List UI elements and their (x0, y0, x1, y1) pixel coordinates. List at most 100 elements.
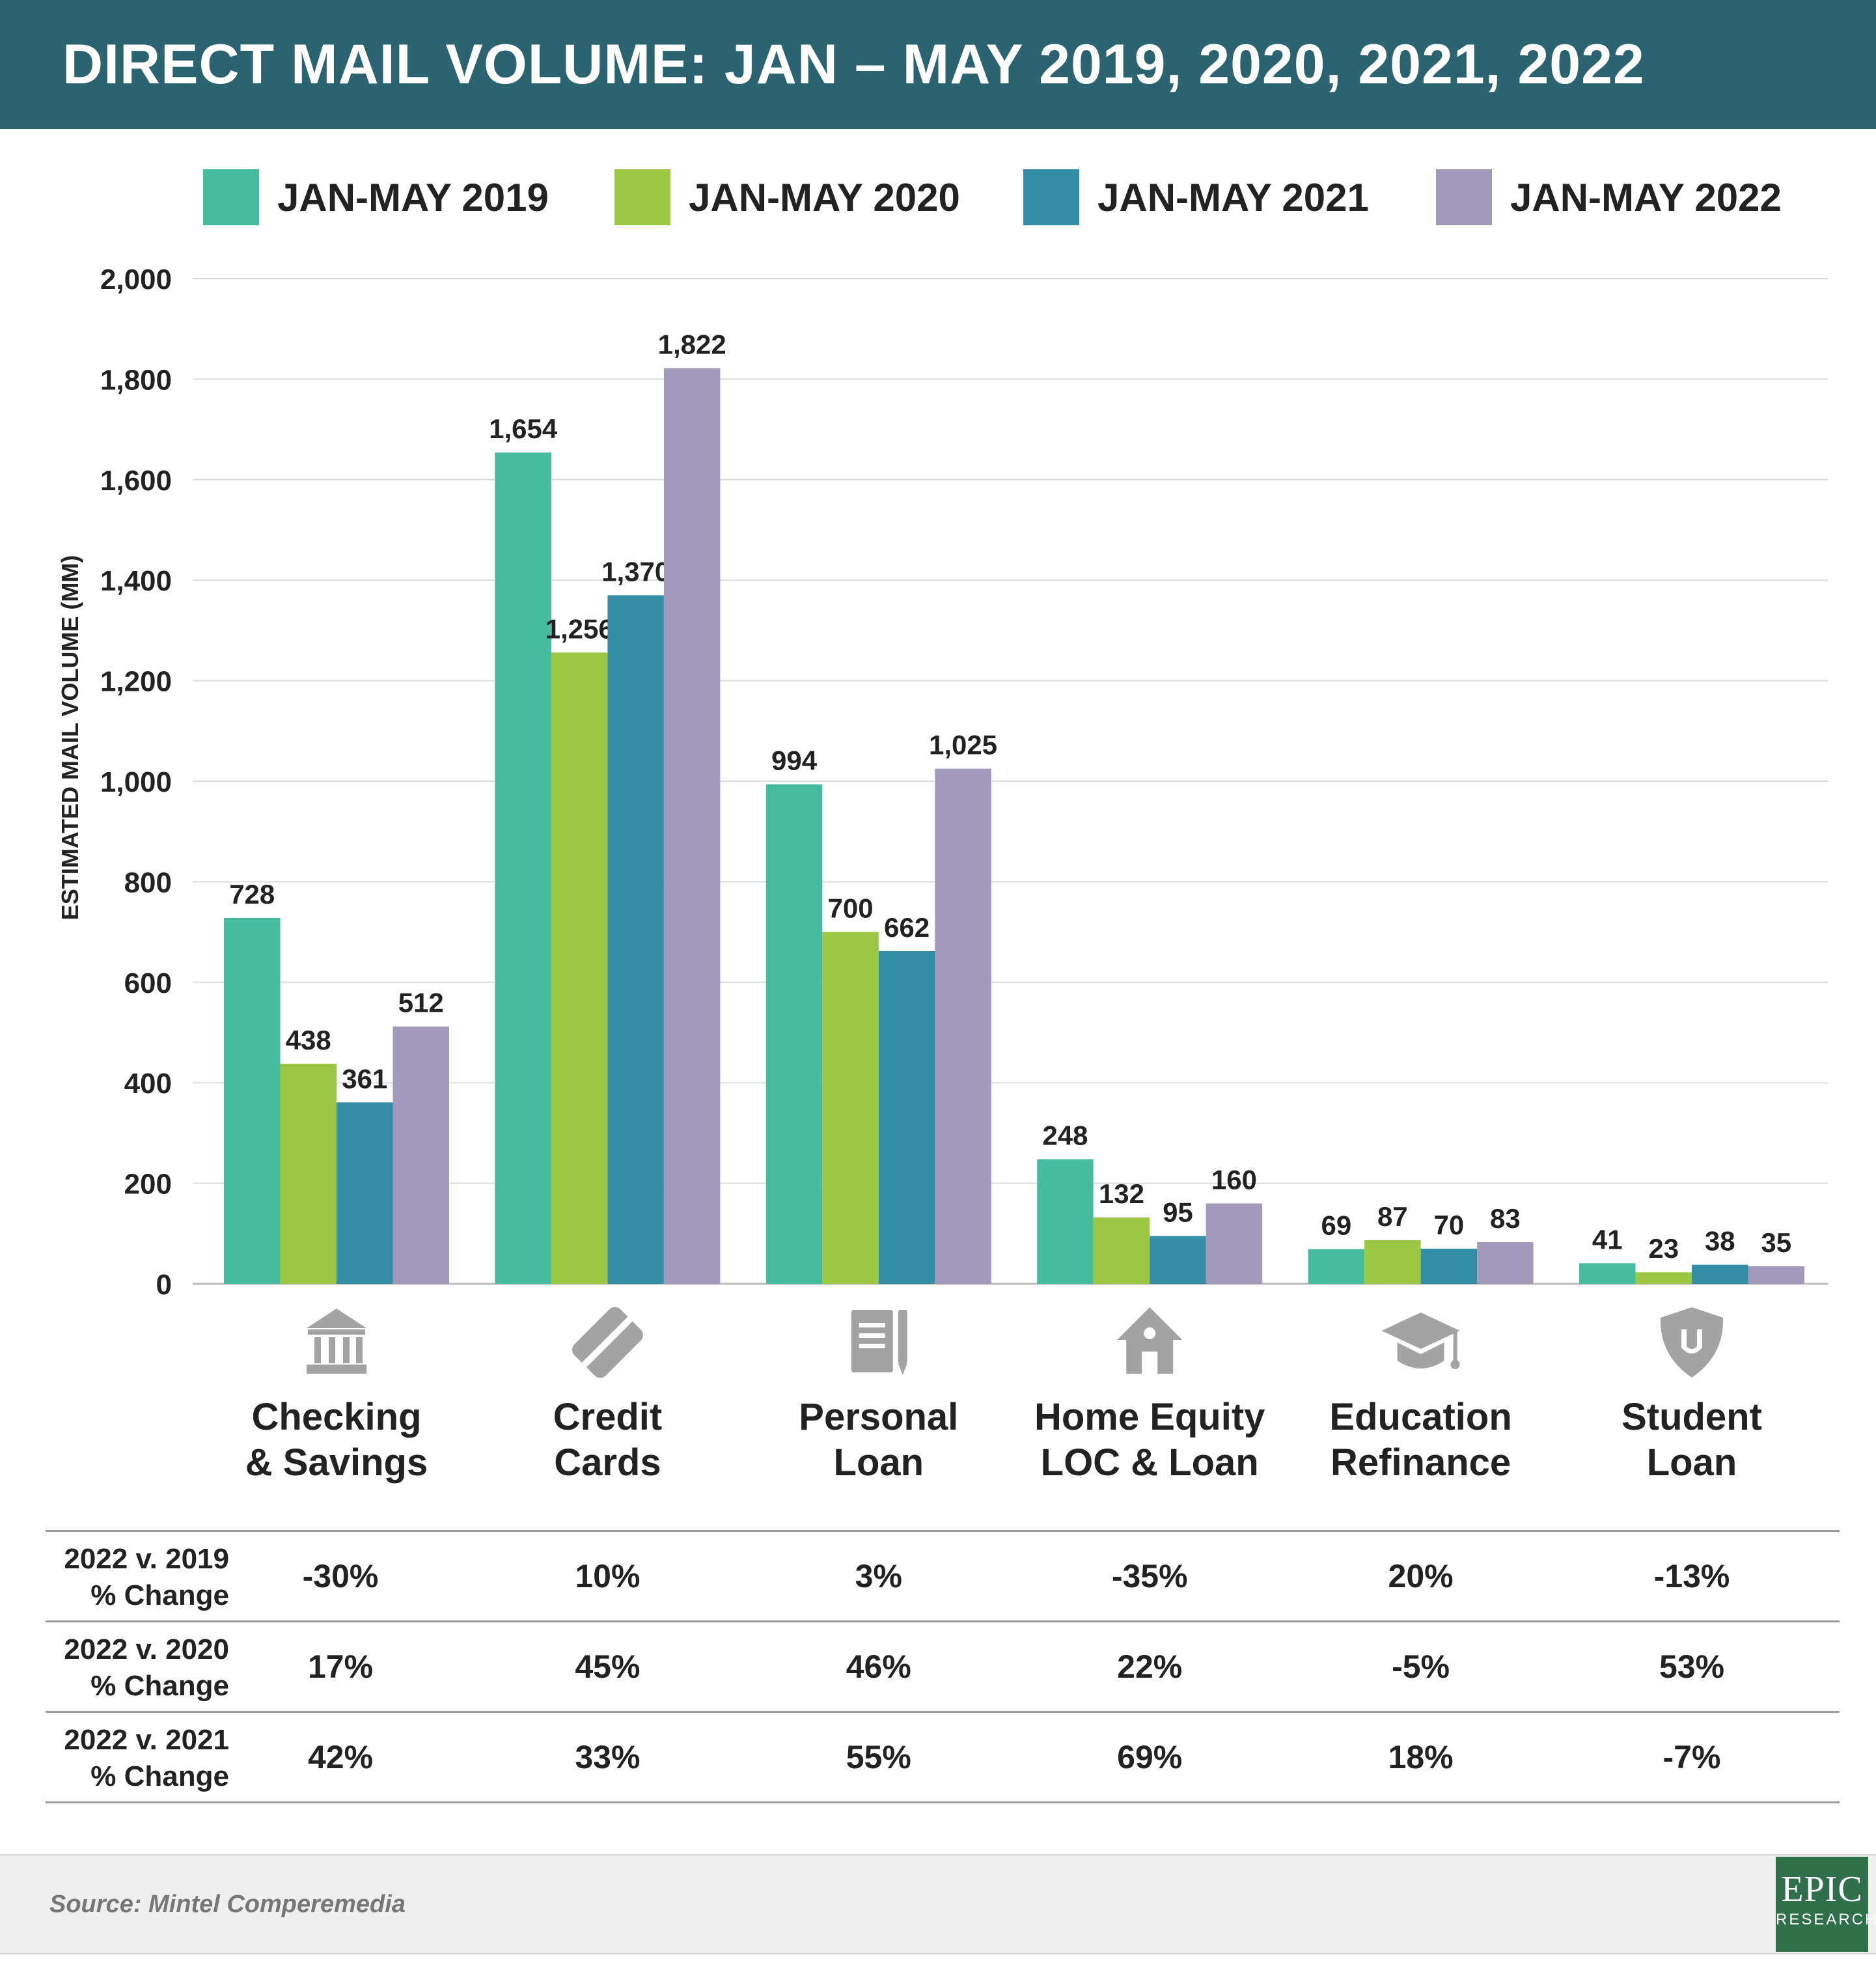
bar-chart: 0 200 400 600 800 1,000 1,200 1,400 1,600 1,800 2,… (57, 264, 1828, 1484)
row-label: 2022 v. 2019 % Change (46, 1541, 229, 1614)
y-tick-label: 400 (124, 1068, 172, 1100)
table-cell: 3% (855, 1558, 902, 1594)
data-label: 38 (1705, 1226, 1735, 1256)
data-label: 1,370 (601, 556, 670, 587)
bar-3-1 (766, 784, 823, 1284)
category-label: Student (1621, 1396, 1762, 1438)
category-label: & Savings (245, 1441, 428, 1484)
bar-6-4 (1748, 1266, 1804, 1284)
bank-icon (307, 1309, 366, 1374)
data-label: 512 (398, 988, 444, 1018)
data-label: 248 (1042, 1120, 1088, 1151)
data-label: 662 (884, 912, 930, 943)
legend-label: JAN-MAY 2022 (1510, 175, 1782, 219)
y-tick-label: 800 (124, 867, 172, 898)
legend-swatch (203, 169, 259, 225)
data-label: 70 (1433, 1210, 1464, 1240)
table-cell: 45% (575, 1648, 641, 1685)
data-label: 361 (342, 1063, 387, 1094)
table-row: 2022 v. 2020 % Change 17% 45% 46% 22% -5% 53% (46, 1620, 1840, 1711)
table-cell: 69% (1117, 1739, 1183, 1775)
data-label: 69 (1321, 1210, 1351, 1241)
bar-6-3 (1692, 1264, 1748, 1284)
y-axis-label: ESTIMATED MAIL VOLUME (MM) (57, 555, 83, 921)
data-label: 132 (1099, 1178, 1144, 1209)
row-label-line1: 2022 v. 2021 (64, 1724, 229, 1756)
bar-5-1 (1308, 1249, 1365, 1284)
data-label: 728 (229, 879, 275, 909)
data-label: 41 (1592, 1224, 1623, 1255)
data-label: 1,654 (489, 413, 558, 444)
legend-swatch (1023, 169, 1079, 225)
legend-item-3: JAN-MAY 2021 (1023, 168, 1369, 227)
legend: JAN-MAY 2019 JAN-MAY 2020 JAN-MAY 2021 JAN-… (0, 168, 1876, 227)
data-label: 35 (1761, 1227, 1791, 1258)
table-cell: 42% (307, 1739, 374, 1775)
table-cell: -30% (302, 1558, 379, 1594)
table-cell: 10% (575, 1558, 641, 1594)
bar-3-3 (878, 951, 935, 1284)
house-icon (1117, 1307, 1183, 1374)
category-label: LOC & Loan (1041, 1441, 1259, 1484)
bar-3-2 (822, 932, 879, 1284)
y-tick-label: 1,600 (100, 465, 172, 497)
table-cell: 22% (1117, 1648, 1183, 1685)
logo-main-text: EPIC (1781, 1869, 1863, 1909)
legend-swatch (1436, 169, 1492, 225)
bar-5-3 (1420, 1248, 1478, 1284)
bar-6-2 (1635, 1272, 1692, 1284)
category-label: Loan (834, 1441, 924, 1484)
bar-2-4 (663, 368, 721, 1284)
data-label: 23 (1648, 1233, 1679, 1264)
title-bar: DIRECT MAIL VOLUME: JAN – MAY 2019, 2020… (0, 0, 1876, 129)
y-tick-label: 1,200 (100, 666, 172, 698)
data-label: 700 (828, 893, 874, 924)
credit-card-icon (572, 1307, 643, 1378)
legend-item-1: JAN-MAY 2019 (203, 168, 549, 227)
table-cell: -5% (1392, 1648, 1450, 1685)
table-cell: 20% (1388, 1558, 1454, 1594)
legend-item-4: JAN-MAY 2022 (1436, 168, 1782, 227)
graduation-cap-icon (1381, 1312, 1460, 1369)
data-label: 83 (1490, 1203, 1521, 1234)
bar-4-4 (1206, 1203, 1263, 1284)
table-row: 2022 v. 2019 % Change -30% 10% 3% -35% 20% -13% (46, 1530, 1840, 1620)
footer: Source: Mintel Comperemedia (0, 1854, 1876, 1954)
bar-5-4 (1477, 1242, 1534, 1284)
row-label-line2: % Change (90, 1760, 229, 1792)
category-label: Credit (553, 1396, 663, 1438)
table-cell: 55% (846, 1739, 911, 1775)
data-label: 1,025 (929, 730, 997, 760)
bar-1-4 (393, 1026, 449, 1284)
table-cell: 53% (1659, 1648, 1725, 1685)
logo-sub-text: RESEARCH (1776, 1911, 1876, 1928)
y-tick-label: 600 (124, 967, 172, 999)
row-label-line2: % Change (90, 1579, 229, 1611)
y-tick-label: 1,400 (100, 565, 172, 597)
table-cell: 33% (575, 1739, 641, 1775)
category-label: Refinance (1331, 1441, 1511, 1484)
bar-2-3 (607, 595, 664, 1284)
bar-4-3 (1150, 1236, 1206, 1284)
category-label: Loan (1647, 1441, 1737, 1484)
category-label: Home Equity (1034, 1396, 1265, 1438)
table-cell: 46% (846, 1648, 911, 1685)
legend-item-2: JAN-MAY 2020 (614, 168, 960, 227)
y-tick-label: 2,000 (100, 264, 172, 296)
row-label: 2022 v. 2020 % Change (46, 1631, 229, 1704)
data-label: 95 (1163, 1197, 1193, 1228)
bar-6-1 (1579, 1263, 1636, 1284)
y-tick-label: 0 (156, 1269, 172, 1301)
bar-5-2 (1364, 1240, 1421, 1284)
shield-icon (1660, 1307, 1724, 1378)
category-label: Cards (554, 1441, 661, 1484)
bar-2-1 (495, 452, 551, 1284)
bar-4-2 (1093, 1217, 1150, 1284)
row-label-line1: 2022 v. 2019 (64, 1543, 229, 1575)
category-label: Education (1329, 1396, 1511, 1438)
legend-label: JAN-MAY 2021 (1097, 175, 1369, 219)
data-label: 87 (1377, 1201, 1408, 1232)
table-cell: -35% (1111, 1558, 1188, 1594)
row-label-line2: % Change (90, 1670, 229, 1702)
bar-3-4 (935, 768, 991, 1284)
